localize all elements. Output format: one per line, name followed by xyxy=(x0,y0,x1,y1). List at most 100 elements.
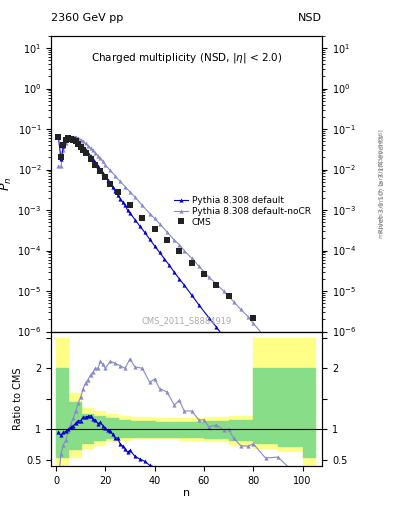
Pythia 8.308 default-noCR xyxy=(140,202,145,208)
CMS xyxy=(115,189,120,195)
CMS xyxy=(83,151,88,157)
Pythia 8.308 default-noCR xyxy=(214,281,219,287)
CMS xyxy=(300,365,305,371)
CMS xyxy=(71,137,75,143)
Pythia 8.308 default-noCR xyxy=(78,137,83,143)
Text: NSD: NSD xyxy=(298,13,322,23)
CMS xyxy=(202,271,206,278)
CMS xyxy=(93,162,98,168)
Pythia 8.308 default-noCR xyxy=(157,221,162,227)
CMS xyxy=(81,147,86,153)
CMS xyxy=(128,202,132,208)
Line: Pythia 8.308 default: Pythia 8.308 default xyxy=(57,135,317,461)
CMS xyxy=(152,226,157,232)
Pythia 8.308 default-noCR xyxy=(182,247,187,253)
Pythia 8.308 default-noCR xyxy=(132,194,137,200)
Pythia 8.308 default-noCR xyxy=(118,178,123,184)
Pythia 8.308 default xyxy=(59,156,63,162)
Pythia 8.308 default-noCR xyxy=(103,162,108,168)
Text: CMS_2011_S8884919: CMS_2011_S8884919 xyxy=(141,316,232,326)
CMS xyxy=(73,138,78,144)
Pythia 8.308 default-noCR xyxy=(86,142,90,148)
Pythia 8.308 default-noCR xyxy=(202,269,206,275)
CMS xyxy=(189,260,194,266)
CMS xyxy=(68,136,73,142)
Text: mcplots.cern.ch [arXiv:1306.3436]: mcplots.cern.ch [arXiv:1306.3436] xyxy=(379,130,384,238)
Pythia 8.308 default-noCR xyxy=(300,381,305,387)
Pythia 8.308 default-noCR xyxy=(196,263,201,269)
Pythia 8.308 default-noCR xyxy=(231,298,236,305)
CMS xyxy=(76,141,81,147)
CMS xyxy=(66,135,71,141)
CMS xyxy=(177,248,182,254)
Pythia 8.308 default-noCR xyxy=(177,242,182,248)
CMS xyxy=(251,315,255,322)
CMS xyxy=(61,142,66,148)
Pythia 8.308 default-noCR xyxy=(95,153,100,159)
Pythia 8.308 default-noCR xyxy=(71,134,75,140)
Pythia 8.308 default-noCR xyxy=(98,155,103,161)
Pythia 8.308 default-noCR xyxy=(59,163,63,169)
CMS xyxy=(214,282,219,288)
CMS xyxy=(140,215,145,221)
Pythia 8.308 default-noCR xyxy=(113,173,118,179)
Text: Rivet 3.1.10; ≥ 3.1M events: Rivet 3.1.10; ≥ 3.1M events xyxy=(379,135,385,233)
CMS xyxy=(98,168,103,175)
Pythia 8.308 default-noCR xyxy=(81,138,86,144)
Pythia 8.308 default-noCR xyxy=(68,134,73,140)
CMS xyxy=(103,174,108,180)
Pythia 8.308 default xyxy=(312,456,317,462)
Line: Pythia 8.308 default-noCR: Pythia 8.308 default-noCR xyxy=(57,135,305,386)
Pythia 8.308 default-noCR xyxy=(93,150,98,156)
Pythia 8.308 default-noCR xyxy=(172,237,177,243)
Pythia 8.308 default xyxy=(162,256,167,262)
Pythia 8.308 default-noCR xyxy=(246,314,251,320)
Pythia 8.308 default xyxy=(138,223,142,229)
Pythia 8.308 default xyxy=(105,177,110,183)
Y-axis label: $P_n$: $P_n$ xyxy=(0,177,15,191)
Pythia 8.308 default-noCR xyxy=(66,136,71,142)
Pythia 8.308 default-noCR xyxy=(165,229,169,235)
Pythia 8.308 default-noCR xyxy=(108,167,113,174)
Legend: Pythia 8.308 default, Pythia 8.308 default-noCR, CMS: Pythia 8.308 default, Pythia 8.308 defau… xyxy=(173,194,312,228)
CMS xyxy=(59,154,63,160)
Pythia 8.308 default-noCR xyxy=(64,140,68,146)
Text: 2360 GeV pp: 2360 GeV pp xyxy=(51,13,123,23)
Pythia 8.308 default-noCR xyxy=(189,255,194,261)
Pythia 8.308 default xyxy=(196,302,201,308)
Pythia 8.308 default-noCR xyxy=(91,147,95,153)
Pythia 8.308 default-noCR xyxy=(83,140,88,146)
CMS xyxy=(78,144,83,150)
Pythia 8.308 default-noCR xyxy=(251,320,255,326)
Pythia 8.308 default-noCR xyxy=(101,158,105,164)
Pythia 8.308 default-noCR xyxy=(147,210,152,217)
X-axis label: n: n xyxy=(183,488,190,498)
CMS xyxy=(88,156,93,162)
Pythia 8.308 default-noCR xyxy=(206,274,211,280)
Pythia 8.308 default xyxy=(56,134,61,140)
Pythia 8.308 default-noCR xyxy=(152,216,157,222)
Pythia 8.308 default-noCR xyxy=(288,366,292,372)
Y-axis label: Ratio to CMS: Ratio to CMS xyxy=(13,368,23,430)
CMS xyxy=(108,181,113,187)
Pythia 8.308 default-noCR xyxy=(226,293,231,299)
Pythia 8.308 default-noCR xyxy=(88,145,93,151)
CMS xyxy=(275,339,280,345)
Pythia 8.308 default-noCR xyxy=(56,163,61,169)
Pythia 8.308 default-noCR xyxy=(76,135,81,141)
Pythia 8.308 default-noCR xyxy=(73,134,78,140)
Pythia 8.308 default-noCR xyxy=(239,306,243,312)
CMS xyxy=(226,293,231,299)
Pythia 8.308 default-noCR xyxy=(221,288,226,294)
CMS xyxy=(56,134,61,140)
Text: Charged multiplicity (NSD, $|\eta|$ < 2.0): Charged multiplicity (NSD, $|\eta|$ < 2.… xyxy=(91,51,283,65)
CMS xyxy=(64,137,68,143)
Pythia 8.308 default-noCR xyxy=(61,147,66,153)
Pythia 8.308 default-noCR xyxy=(263,335,268,341)
CMS xyxy=(165,237,169,243)
Pythia 8.308 default-noCR xyxy=(128,189,132,195)
Pythia 8.308 default-noCR xyxy=(275,350,280,356)
Pythia 8.308 default xyxy=(152,243,157,249)
Line: CMS: CMS xyxy=(56,134,305,370)
Pythia 8.308 default-noCR xyxy=(123,183,127,189)
